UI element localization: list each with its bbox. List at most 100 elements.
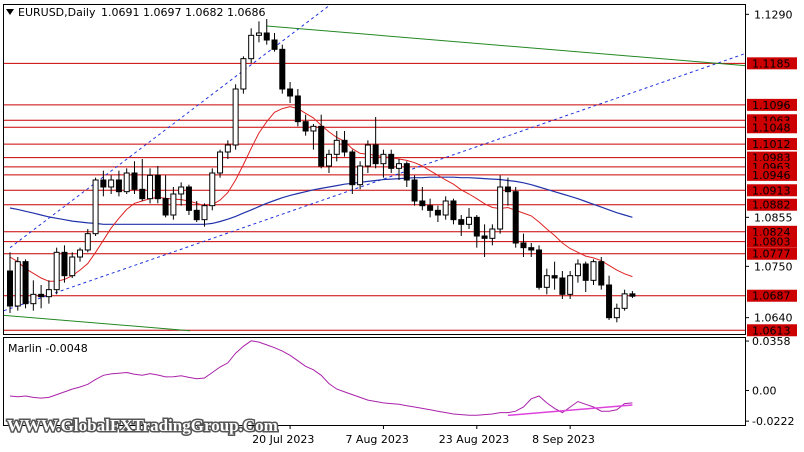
candle-body — [294, 95, 301, 123]
candle — [466, 208, 473, 229]
candle — [318, 114, 325, 169]
candle — [7, 252, 13, 313]
collapse-triangle-icon[interactable] — [6, 9, 14, 15]
candle — [364, 140, 371, 173]
candle — [92, 177, 99, 236]
candle — [325, 149, 332, 173]
channel-lower-line — [3, 53, 745, 312]
candle-body — [497, 186, 504, 230]
candle-body — [162, 198, 169, 216]
candle-body — [419, 200, 426, 207]
candle-body — [606, 284, 613, 319]
candle — [629, 291, 636, 299]
candle — [147, 168, 154, 204]
marlin-tick-label: 0.0358 — [752, 335, 791, 348]
candle-body — [224, 144, 231, 153]
candle — [349, 149, 356, 194]
candle — [403, 161, 410, 187]
candle-body — [232, 88, 239, 146]
candle-body — [559, 277, 566, 295]
candle-body — [442, 200, 449, 216]
candle-body — [396, 163, 402, 169]
candle-body — [108, 179, 115, 188]
level-label-box — [747, 289, 797, 302]
candle — [372, 117, 379, 169]
candle-body — [170, 193, 177, 216]
candle-body — [38, 293, 45, 298]
level-label-box — [747, 247, 797, 260]
candle — [598, 257, 605, 290]
candle — [473, 215, 480, 248]
price-pane-border — [3, 4, 746, 335]
candle-body — [45, 289, 52, 298]
candle — [263, 19, 270, 45]
candle-body — [481, 235, 488, 239]
candle — [434, 205, 441, 222]
level-label-text: 1.0687 — [752, 290, 791, 303]
candle-body — [466, 216, 473, 225]
candle — [170, 187, 177, 220]
candle — [489, 224, 496, 246]
level-label-box — [747, 225, 797, 238]
candle — [100, 170, 107, 197]
candle-body — [411, 179, 418, 202]
candle — [388, 149, 395, 173]
candle — [178, 182, 185, 206]
candle — [123, 168, 130, 194]
candle-body — [427, 205, 434, 211]
candle — [396, 159, 402, 180]
candle — [224, 140, 231, 159]
candle-body — [504, 186, 511, 193]
candle-body — [598, 261, 605, 286]
candle-body — [279, 48, 286, 90]
candle-body — [69, 256, 76, 277]
candle-body — [325, 153, 332, 167]
marlin-pane — [9, 340, 633, 417]
candle-body — [193, 209, 200, 221]
candle — [559, 271, 566, 299]
candle — [84, 229, 91, 253]
candle — [380, 149, 387, 178]
marlin-axis: 0.0358 0.00 -0.0222 — [745, 335, 794, 428]
candle-body — [287, 88, 294, 97]
candle — [497, 175, 504, 234]
candle-body — [357, 165, 364, 186]
candle — [279, 44, 286, 94]
candle — [209, 168, 216, 211]
candle-body — [100, 179, 107, 188]
candle-body — [458, 219, 465, 225]
candle-body — [263, 32, 270, 41]
candle — [162, 175, 169, 218]
candle — [255, 21, 262, 43]
channel-upper-line — [9, 4, 331, 249]
candle — [240, 56, 247, 94]
price-tick-label: 1.1290 — [754, 8, 793, 21]
time-tick-label: 7 Aug 2023 — [345, 433, 408, 446]
candle-body — [154, 174, 161, 200]
candle — [108, 175, 115, 194]
candle — [193, 201, 200, 222]
candle-body — [372, 144, 379, 165]
candle — [543, 268, 550, 295]
candle — [77, 247, 84, 262]
candle — [574, 259, 581, 283]
candle — [131, 161, 138, 194]
candle — [53, 247, 60, 295]
candle-body — [318, 125, 325, 167]
candle — [294, 89, 301, 127]
candle — [61, 245, 68, 283]
candle — [357, 161, 364, 190]
watermark: WWW.GlobalFXTradingGroup.Com — [7, 416, 278, 435]
candle — [30, 280, 37, 311]
candle-body — [333, 139, 340, 155]
candle-body — [240, 58, 247, 90]
candle — [22, 259, 29, 309]
candle — [341, 131, 348, 157]
level-label-box — [747, 324, 797, 337]
level-label-text: 1.1185 — [752, 57, 791, 70]
candle-body — [551, 275, 558, 279]
candle — [185, 184, 192, 215]
candle — [302, 114, 309, 136]
time-tick-label: 23 Aug 2023 — [439, 433, 509, 446]
candle-body — [131, 172, 138, 190]
